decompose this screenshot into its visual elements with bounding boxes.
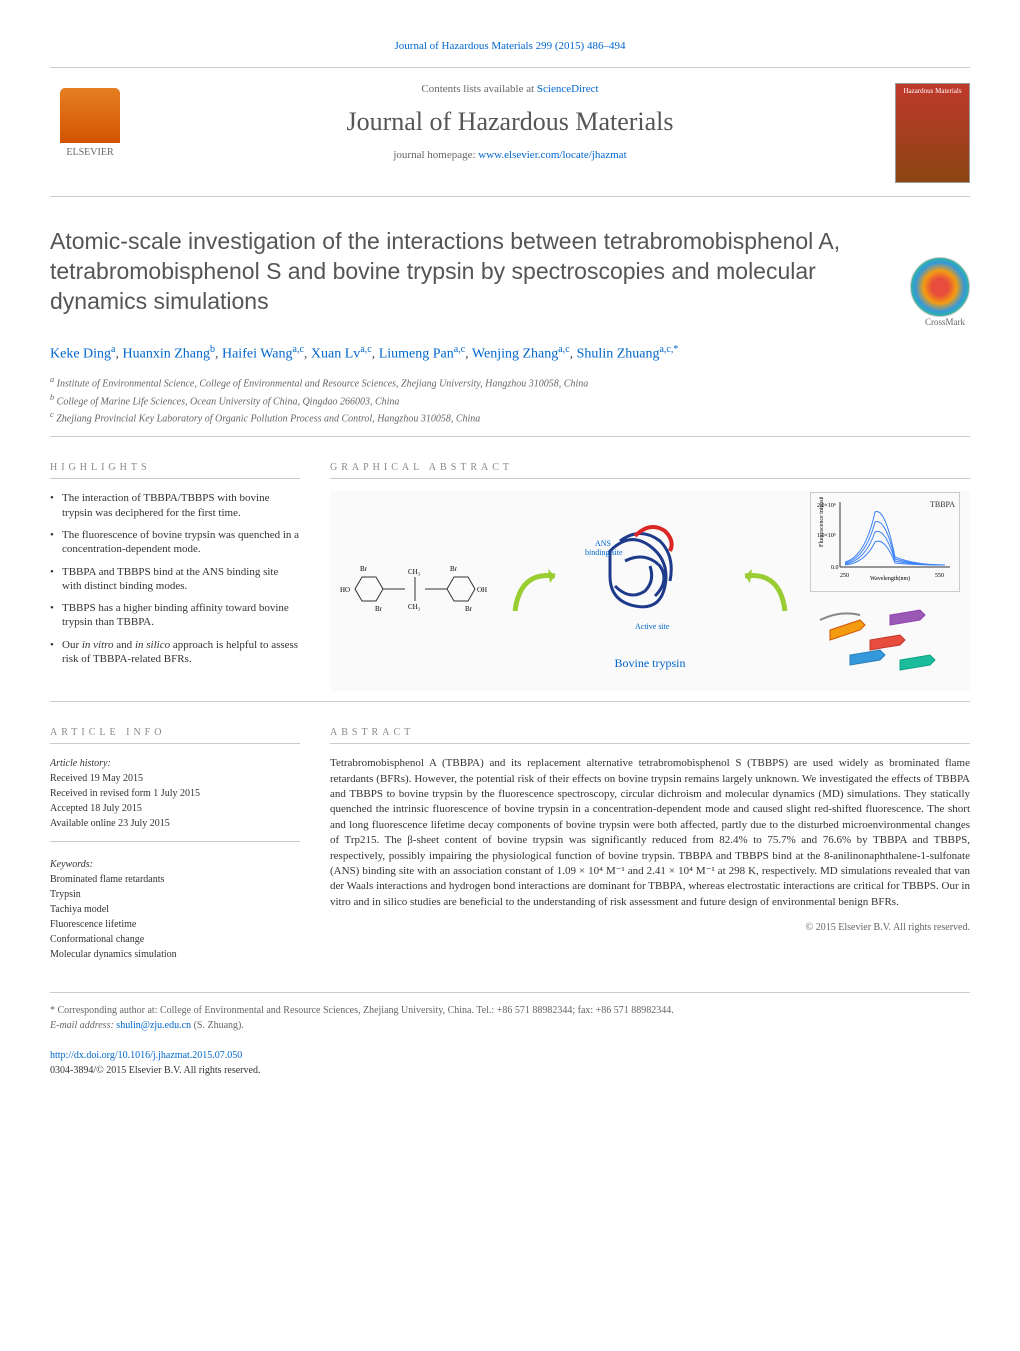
highlight-item: The fluorescence of bovine trypsin was q… <box>50 528 300 557</box>
history-label: Article history: <box>50 756 300 771</box>
graphical-abstract-figure: CH₃ CH₃ HO OH Br Br Br Br <box>330 491 970 691</box>
revised-date: Received in revised form 1 July 2015 <box>50 786 300 801</box>
email-link[interactable]: shulin@zju.edu.cn <box>116 1020 191 1031</box>
received-date: Received 19 May 2015 <box>50 771 300 786</box>
journal-header-bar: ELSEVIER Hazardous Materials Contents li… <box>50 67 970 197</box>
article-title: Atomic-scale investigation of the intera… <box>50 227 970 317</box>
author-1[interactable]: Keke Ding <box>50 346 111 361</box>
svg-text:Fluorescence intensity: Fluorescence intensity <box>819 497 825 547</box>
highlight-item: TBBPA and TBBPS bind at the ANS binding … <box>50 565 300 594</box>
svg-text:Br: Br <box>360 565 368 573</box>
doi-link[interactable]: http://dx.doi.org/10.1016/j.jhazmat.2015… <box>50 1050 242 1061</box>
svg-text:Br: Br <box>465 605 473 613</box>
contents-available: Contents lists available at ScienceDirec… <box>50 83 970 95</box>
chart-title: TBBPA <box>930 500 955 509</box>
svg-text:0.0: 0.0 <box>831 565 839 571</box>
fluorescence-chart: TBBPA 2.0×10⁶ 1.0×10⁶ 0.0 250 550 Wavele… <box>810 492 960 592</box>
sciencedirect-link[interactable]: ScienceDirect <box>537 83 599 95</box>
author-7-affil: a,c,* <box>659 344 678 355</box>
author-2-affil: b <box>210 344 215 355</box>
svg-text:Br: Br <box>375 605 383 613</box>
author-5[interactable]: Liumeng Pan <box>379 346 454 361</box>
arrow-right-icon <box>740 561 790 621</box>
arrow-left-icon <box>510 561 560 621</box>
author-4[interactable]: Xuan Lv <box>311 346 360 361</box>
journal-name: Journal of Hazardous Materials <box>50 107 970 137</box>
elsevier-tree-icon <box>60 88 120 143</box>
graphical-abstract-heading: GRAPHICAL ABSTRACT <box>330 462 970 479</box>
author-4-affil: a,c <box>360 344 371 355</box>
svg-text:CH₃: CH₃ <box>408 568 421 576</box>
keyword: Fluorescence lifetime <box>50 917 300 932</box>
issn-copyright: 0304-3894/© 2015 Elsevier B.V. All right… <box>50 1065 260 1076</box>
svg-text:CH₃: CH₃ <box>408 603 421 611</box>
protein-label: Bovine trypsin <box>580 656 720 671</box>
doi-footer: http://dx.doi.org/10.1016/j.jhazmat.2015… <box>50 1048 970 1078</box>
email-label: E-mail address: <box>50 1020 116 1031</box>
affiliations: a Institute of Environmental Science, Co… <box>50 374 970 426</box>
abstract-heading: ABSTRACT <box>330 727 970 744</box>
elsevier-text: ELSEVIER <box>50 147 130 158</box>
author-list: Keke Dinga, Huanxin Zhangb, Haifei Wanga… <box>50 342 970 365</box>
svg-text:Br: Br <box>450 565 458 573</box>
keyword: Molecular dynamics simulation <box>50 947 300 962</box>
citation-header: Journal of Hazardous Materials 299 (2015… <box>50 40 970 52</box>
keyword: Tachiya model <box>50 902 300 917</box>
author-1-affil: a <box>111 344 115 355</box>
svg-text:OH: OH <box>477 586 487 594</box>
online-date: Available online 23 July 2015 <box>50 816 300 831</box>
elsevier-logo: ELSEVIER <box>50 88 130 178</box>
abstract-copyright: © 2015 Elsevier B.V. All rights reserved… <box>330 922 970 933</box>
svg-text:550: 550 <box>935 573 944 579</box>
homepage-link[interactable]: www.elsevier.com/locate/jhazmat <box>478 149 626 161</box>
keywords-block: Keywords: Brominated flame retardants Tr… <box>50 857 300 962</box>
article-info-heading: ARTICLE INFO <box>50 727 300 744</box>
journal-cover-thumbnail: Hazardous Materials <box>895 83 970 183</box>
author-3[interactable]: Haifei Wang <box>222 346 293 361</box>
protein-secondary-structure <box>810 600 950 685</box>
email-name: (S. Zhuang). <box>191 1020 244 1031</box>
keyword: Brominated flame retardants <box>50 872 300 887</box>
journal-homepage: journal homepage: www.elsevier.com/locat… <box>50 149 970 161</box>
cover-title: Hazardous Materials <box>896 84 969 98</box>
results-column: TBBPA 2.0×10⁶ 1.0×10⁶ 0.0 250 550 Wavele… <box>810 492 960 690</box>
author-2[interactable]: Huanxin Zhang <box>123 346 210 361</box>
protein-structure: ANS binding site Active site Bovine tryp… <box>580 511 720 671</box>
article-history: Article history: Received 19 May 2015 Re… <box>50 756 300 831</box>
highlights-heading: HIGHLIGHTS <box>50 462 300 479</box>
svg-text:binding site: binding site <box>585 548 623 557</box>
author-6-affil: a,c <box>558 344 569 355</box>
author-5-affil: a,c <box>454 344 465 355</box>
keywords-label: Keywords: <box>50 857 300 872</box>
author-6[interactable]: Wenjing Zhang <box>472 346 558 361</box>
highlight-item: Our in vitro and in silico approach is h… <box>50 638 300 667</box>
affiliation-a: a Institute of Environmental Science, Co… <box>50 374 970 391</box>
highlights-list: The interaction of TBBPA/TBBPS with bovi… <box>50 491 300 666</box>
keyword: Trypsin <box>50 887 300 902</box>
svg-text:250: 250 <box>840 573 849 579</box>
abstract-text: Tetrabromobisphenol A (TBBPA) and its re… <box>330 756 970 910</box>
affiliation-c: c Zhejiang Provincial Key Laboratory of … <box>50 409 970 426</box>
highlight-item: The interaction of TBBPA/TBBPS with bovi… <box>50 491 300 520</box>
svg-text:HO: HO <box>340 586 350 594</box>
corr-author-text: * Corresponding author at: College of En… <box>50 1003 970 1018</box>
citation-link[interactable]: Journal of Hazardous Materials 299 (2015… <box>395 40 626 52</box>
svg-text:Wavelength(nm): Wavelength(nm) <box>870 575 910 582</box>
keyword: Conformational change <box>50 932 300 947</box>
crossmark-icon[interactable] <box>910 257 970 317</box>
chemical-structure: CH₃ CH₃ HO OH Br Br Br Br <box>340 559 490 624</box>
author-7[interactable]: Shulin Zhuang <box>577 346 660 361</box>
svg-text:ANS: ANS <box>595 539 611 548</box>
affiliation-b: b College of Marine Life Sciences, Ocean… <box>50 392 970 409</box>
accepted-date: Accepted 18 July 2015 <box>50 801 300 816</box>
highlight-item: TBBPS has a higher binding affinity towa… <box>50 601 300 630</box>
author-3-affil: a,c <box>293 344 304 355</box>
svg-text:Active site: Active site <box>635 622 670 631</box>
crossmark-label: CrossMark <box>925 317 965 327</box>
corresponding-author: * Corresponding author at: College of En… <box>50 992 970 1033</box>
